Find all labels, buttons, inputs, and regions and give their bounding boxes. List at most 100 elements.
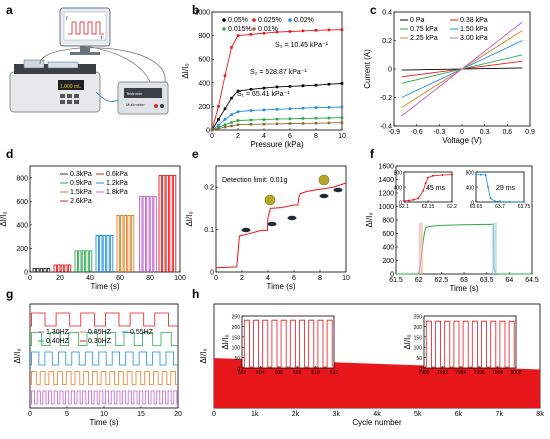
series-point-0.02%	[249, 109, 253, 112]
c-ytick-label: 0.4	[382, 10, 392, 17]
syringe-barrel	[47, 61, 79, 69]
legend-label-0.6kPa: 0.6kPa	[106, 171, 128, 178]
d-xtick-label: 0	[28, 275, 32, 282]
inset-bg	[424, 316, 516, 368]
series-point-0.02%	[288, 107, 292, 111]
f-ytick-label: 800	[382, 218, 394, 225]
inset-point	[424, 182, 427, 185]
c-xtick-label: 0	[460, 129, 464, 136]
series-point-0.025%	[275, 30, 279, 34]
f-ylabel: ΔI/I₀	[365, 212, 374, 227]
c-xtick-label: -0.3	[433, 129, 445, 136]
series-point-0.01%	[230, 124, 233, 128]
f-inset-1-xtick-label: 62.2	[447, 204, 457, 210]
h-inset-2-ytick-label: 50	[416, 356, 422, 362]
f-xlabel: Time (s)	[449, 284, 478, 293]
b-xtick-label: 2	[236, 133, 240, 140]
series-point-0.015%	[301, 117, 305, 120]
inset-point	[489, 197, 492, 200]
b-xlabel: Pressure (kPa)	[250, 140, 304, 149]
h-inset-2-ytick-label: 250	[414, 315, 423, 321]
seed-icon	[267, 221, 277, 227]
monitor-axis-y: I	[66, 16, 68, 22]
response-line	[396, 223, 532, 275]
pulse-train-0.6kPa	[53, 264, 72, 272]
legend-label-1.2kPa: 1.2kPa	[106, 180, 128, 187]
syringe-pump-top	[14, 64, 96, 74]
inset-point	[487, 186, 489, 188]
pulse-train-0.3kPa	[32, 268, 51, 272]
multimeter-display	[124, 88, 162, 98]
panel-f: 61.5 62 62.5 63 63.5 64 64.5 0 200 400 600 800 1000 1…	[365, 164, 539, 294]
g-xtick-label: 10	[100, 411, 108, 418]
f-inset-2-xtick-label: 63.75	[518, 204, 531, 210]
inset-point	[451, 173, 453, 176]
series-point-0.05%	[262, 86, 266, 90]
seed-icon	[333, 187, 343, 193]
series-point-0.05%	[249, 87, 253, 91]
series-point-0.025%	[327, 28, 331, 32]
series-point-0.01%	[217, 127, 220, 131]
weight-ball-icon	[318, 174, 330, 186]
legend-label-1.8kPa: 1.8kPa	[106, 189, 128, 196]
multimeter-label-1: Tektronix	[126, 91, 142, 96]
weight-ball-icon	[264, 194, 276, 206]
legend-marker-0.02%	[288, 18, 292, 22]
inset-point	[484, 174, 487, 176]
slope-annotation-2: S₂ = 528.87 kPa⁻¹	[250, 69, 307, 76]
f-xtick-label: 62	[415, 277, 423, 284]
series-point-0.02%	[223, 118, 227, 121]
h-xlabel: Cycle number	[352, 418, 402, 427]
series-point-0.05%	[314, 83, 318, 87]
h-xtick-label: 3k	[333, 411, 341, 418]
legend-label-0.75 kPa: 0.75 kPa	[410, 26, 438, 33]
inset-point	[499, 200, 501, 203]
legend-label-0.025%: 0.025%	[258, 17, 282, 24]
h-inset-2-ylabel: ΔI/I₀	[403, 334, 412, 349]
h-xtick-label: 2k	[292, 411, 300, 418]
series-point-0.025%	[236, 34, 240, 37]
f-xtick-label: 64.5	[525, 277, 539, 284]
inset-pulses	[242, 319, 333, 368]
inset-point	[494, 200, 497, 203]
series-point-0.025%	[217, 105, 220, 108]
syringe	[23, 59, 45, 69]
series-point-0.02%	[314, 106, 318, 109]
h-inset-1-xtick-label: 510	[311, 370, 320, 376]
panel-h: 0 1k 2k 3k 4k 5k 6k 7k 8k Cycle number ΔI/I₀ 502 504…	[199, 303, 544, 427]
b-ylabel: ΔI/I₀	[181, 63, 190, 78]
h-xtick-label: 0	[212, 411, 216, 418]
legend-label-1.50 kPa: 1.50 kPa	[460, 26, 488, 33]
e-xtick-label: 6	[292, 275, 296, 282]
f-ytick-label: 600	[382, 231, 394, 238]
series-point-0.05%	[236, 89, 240, 93]
b-xtick-label: 6	[288, 133, 292, 140]
cycle-envelope	[214, 358, 540, 408]
h-inset-1-ytick-label: 250	[232, 315, 241, 321]
panel-letter-g: g	[6, 287, 13, 301]
series-point-0.01%	[249, 123, 253, 126]
d-xlabel: Time (s)	[90, 282, 119, 291]
legend-label-2.6kPa: 2.6kPa	[70, 198, 92, 205]
b-xtick-label: 4	[262, 133, 266, 140]
multimeter-port-red	[154, 104, 158, 108]
f-ytick-label: 0	[390, 272, 394, 279]
series-point-0.025%	[230, 46, 233, 49]
wave-1.30HZ	[30, 390, 178, 405]
panel-c: -0.9 -0.6 -0.3 0 0.3 0.6 0.9 -0.4 -0.2 0 0.2 0.4 Vol…	[363, 10, 535, 146]
h-inset-2-ytick-label: 100	[414, 346, 423, 352]
h-xtick-label: 4k	[373, 411, 381, 418]
legend-label-0.9kPa: 0.9kPa	[70, 180, 92, 187]
h-inset-2-xtick-label: 8000	[510, 370, 521, 376]
series-point-0.025%	[223, 74, 227, 78]
pulse-train-1.8kPa	[139, 196, 157, 272]
inset-point	[422, 189, 425, 192]
f-inset-2-ytick-label: 800	[466, 171, 475, 177]
slope-annotation-3: S₃ = 10.45 kPa⁻¹	[275, 42, 329, 49]
g-xtick-label: 5	[65, 411, 69, 418]
seed-icon	[241, 227, 251, 233]
b-xtick-label: 10	[338, 133, 346, 140]
f-ytick-label: 200	[382, 258, 394, 265]
series-point-0.025%	[340, 28, 344, 31]
series-point-0.025%	[262, 31, 266, 35]
